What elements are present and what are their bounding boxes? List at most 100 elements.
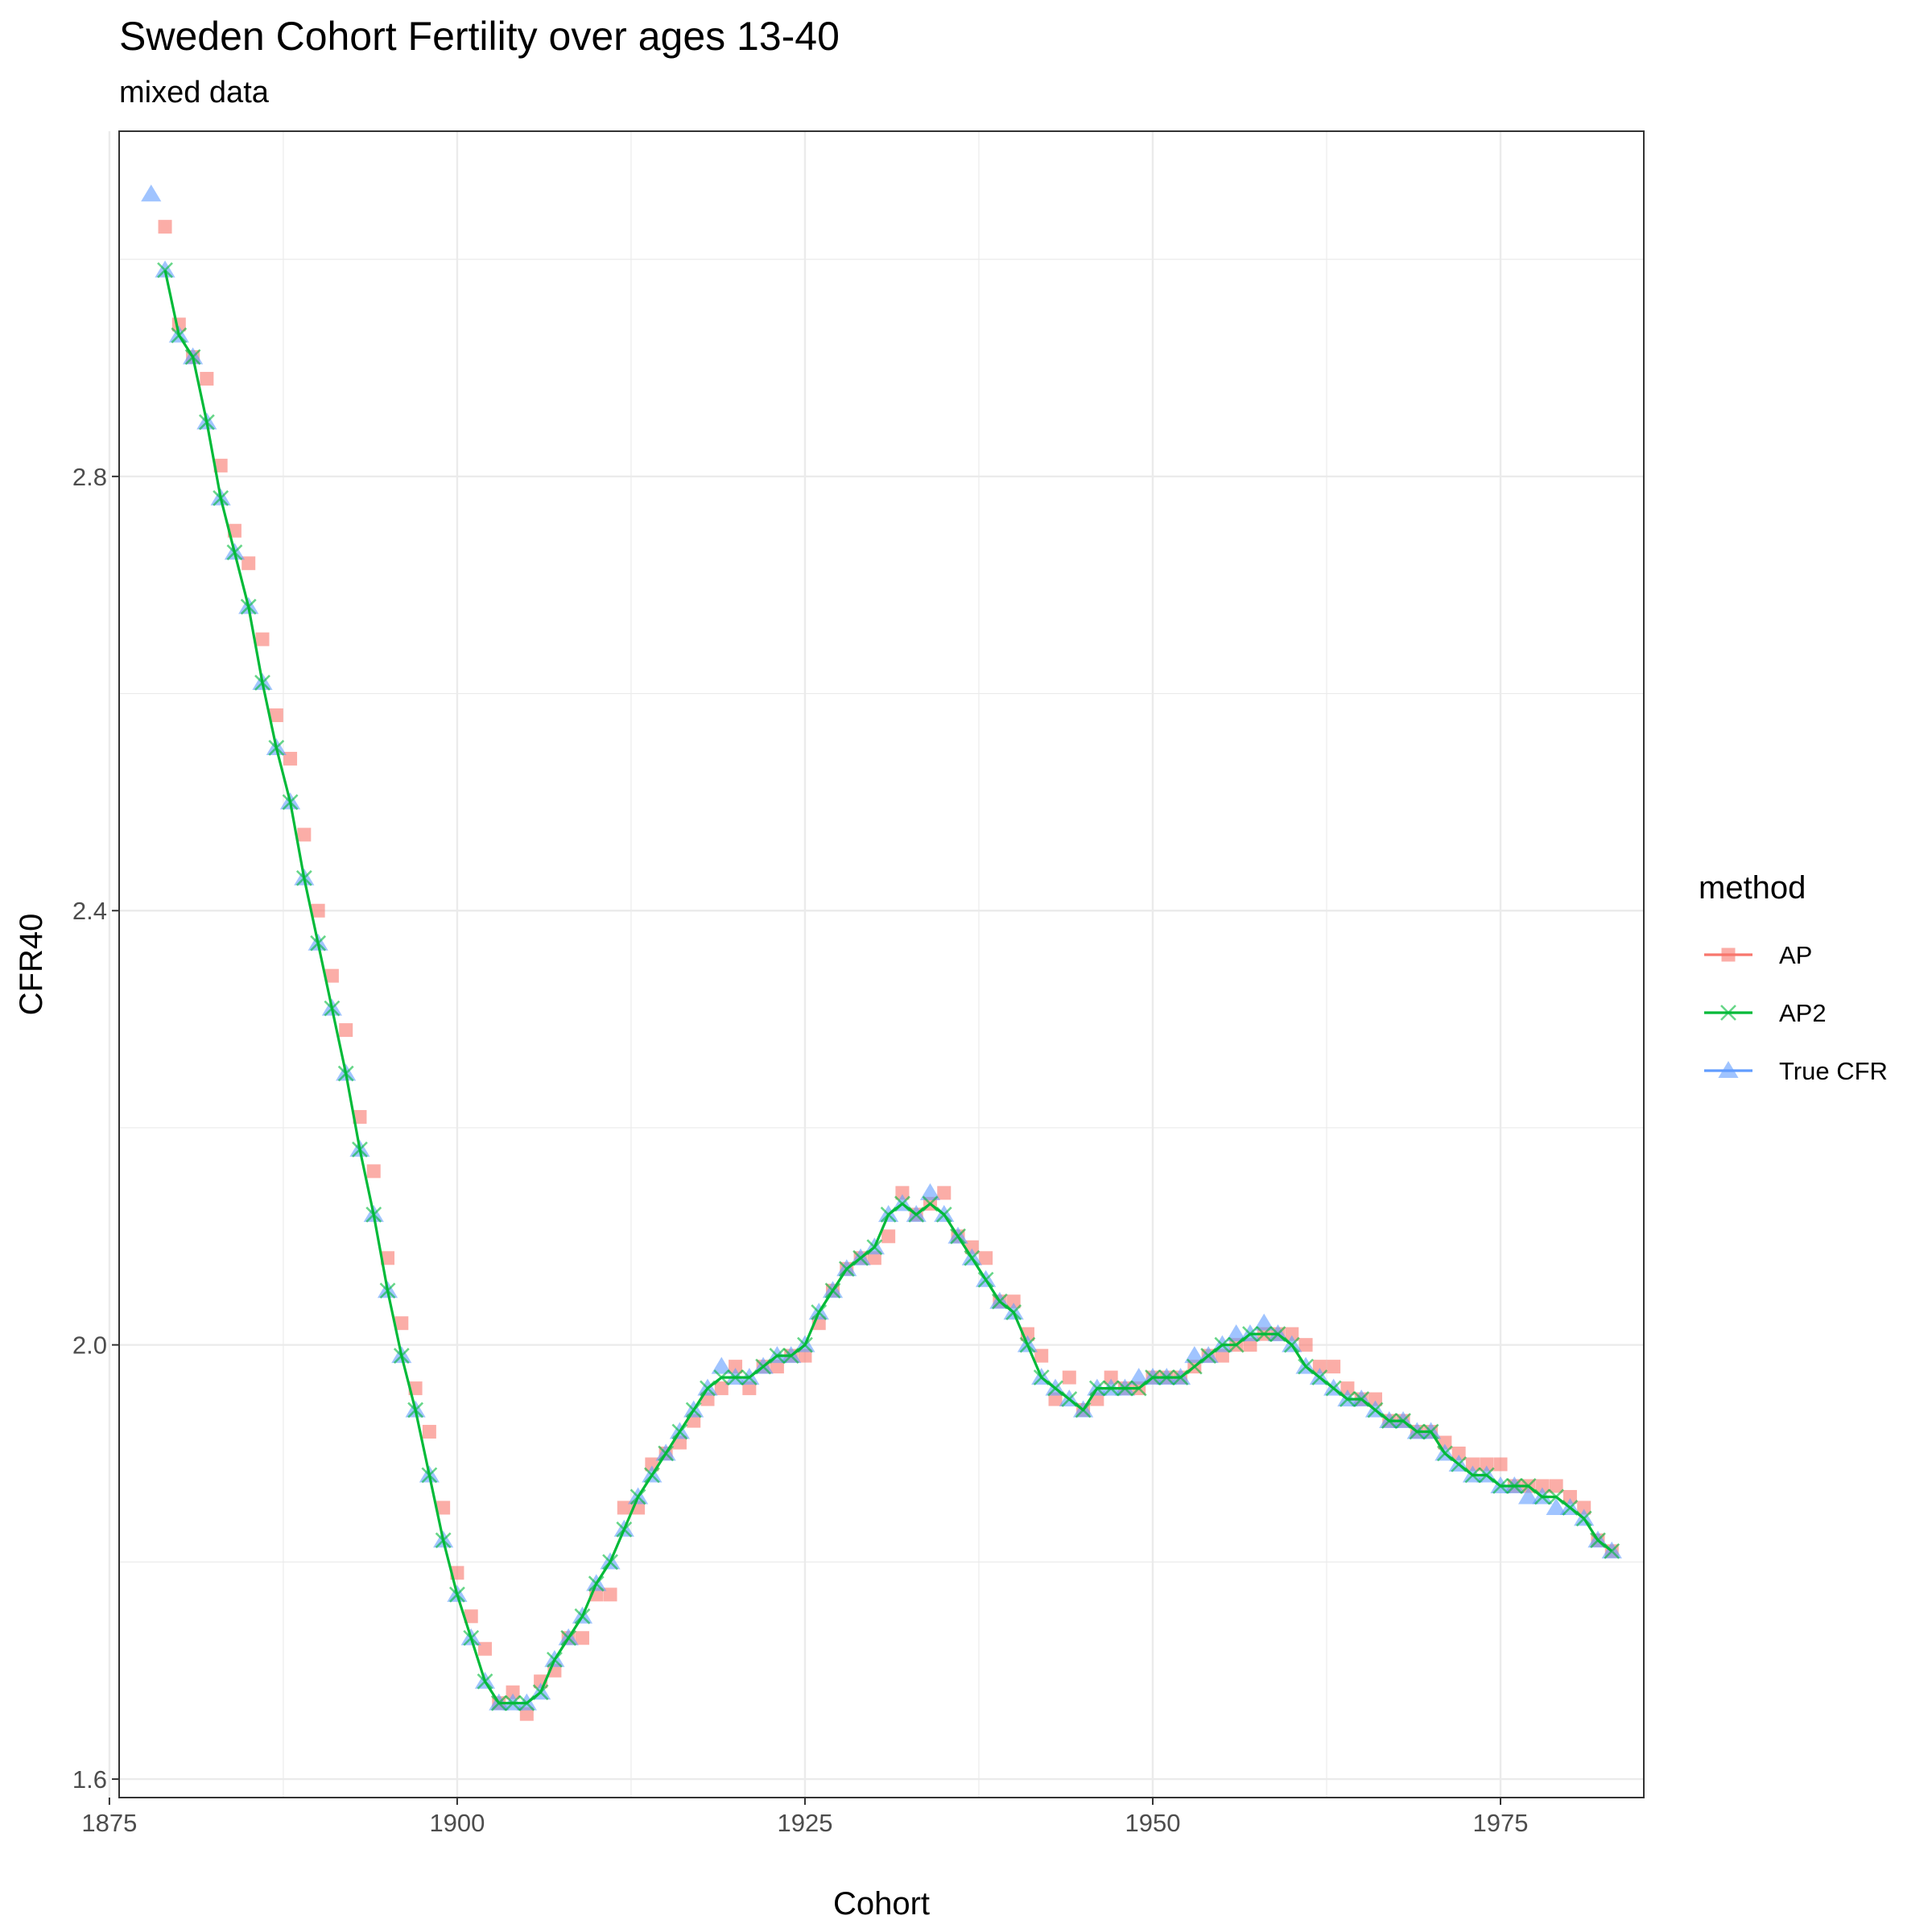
ap2-point: [1145, 1369, 1161, 1386]
ap2-point: [1228, 1336, 1245, 1353]
ap2-point: [1381, 1413, 1397, 1429]
ap-point: [979, 1251, 993, 1265]
ap-point: [1062, 1370, 1076, 1385]
ap-point: [464, 1609, 478, 1624]
ap-point: [283, 751, 298, 766]
ap2-point: [922, 1195, 939, 1212]
ap-point: [742, 1381, 757, 1396]
ap2-point: [1409, 1423, 1426, 1440]
ap-point: [1104, 1370, 1118, 1385]
ap2-point: [1464, 1467, 1481, 1484]
ap2-point: [769, 1348, 786, 1364]
ap2-point: [1172, 1369, 1189, 1386]
ap2-point: [1534, 1488, 1550, 1505]
ap-point: [1048, 1392, 1063, 1406]
ap-point: [1298, 1338, 1313, 1352]
ap-point: [200, 371, 214, 386]
ap2-point: [630, 1488, 646, 1505]
ap2-point: [1436, 1445, 1453, 1462]
ap2-point: [1548, 1488, 1565, 1505]
ap-point: [895, 1186, 910, 1200]
grid-major: [108, 131, 1644, 1798]
ap-point: [937, 1186, 952, 1200]
ap2-point: [352, 1141, 368, 1158]
ap2-point: [1339, 1391, 1356, 1408]
ap-point: [394, 1316, 409, 1331]
ap2-point: [1520, 1478, 1537, 1494]
y-tick-label: 2.8: [72, 463, 107, 491]
ap2-point: [407, 1402, 424, 1418]
ap2-point: [198, 414, 215, 431]
ap2-point: [1422, 1423, 1439, 1440]
ap2-point: [310, 935, 327, 952]
plot-border: [118, 130, 1645, 1798]
y-axis-title: CFR40: [14, 914, 49, 1016]
ap2-point: [643, 1467, 660, 1484]
legend-key: True CFR: [1704, 1057, 1888, 1085]
ap2-point: [658, 1445, 675, 1462]
x-tick-label: 1975: [1473, 1809, 1529, 1837]
ap2-point: [588, 1575, 605, 1592]
ap2-point: [240, 598, 257, 615]
ap-point: [1285, 1327, 1299, 1341]
ap2-point: [1562, 1500, 1579, 1516]
legend-key-marker: [1720, 1005, 1736, 1021]
ap2-point: [268, 740, 285, 756]
ap2-point: [184, 349, 201, 365]
true-cfr-point: [1253, 1313, 1274, 1331]
legend-label: True CFR: [1779, 1057, 1888, 1085]
ap2-point: [1506, 1478, 1523, 1494]
x-tick-label: 1875: [81, 1809, 137, 1837]
true-cfr-point: [1184, 1346, 1205, 1364]
ap2-point: [1061, 1391, 1078, 1408]
ap2-point: [1075, 1402, 1092, 1418]
x-axis: 1875 1900 1925 1950 1975: [81, 1798, 1528, 1837]
ap2-point: [838, 1261, 855, 1278]
ap-point: [1563, 1489, 1577, 1504]
ap-point: [770, 1360, 784, 1374]
ap-point: [436, 1501, 451, 1515]
ap2-point: [463, 1629, 480, 1646]
ap2-point: [449, 1586, 465, 1603]
ap2-point: [1325, 1380, 1342, 1397]
ap-point: [477, 1641, 492, 1656]
ap2-point: [1298, 1358, 1314, 1375]
ap2-point: [755, 1358, 772, 1375]
plot-background: [119, 131, 1644, 1798]
ap2-point: [894, 1195, 910, 1212]
ap2-point: [171, 327, 188, 344]
ap-point: [1243, 1338, 1257, 1352]
series-layer: [141, 184, 1622, 1721]
ap2-point: [1033, 1369, 1050, 1386]
ap2-point: [1590, 1532, 1606, 1549]
ap-point: [269, 708, 283, 723]
legend-key: AP2: [1704, 999, 1827, 1027]
legend-key-marker: [1721, 947, 1736, 962]
legend: method AP AP2 True CFR: [1699, 870, 1888, 1085]
ap-point: [603, 1587, 617, 1602]
ap2-point: [852, 1249, 869, 1266]
true-cfr-point: [919, 1183, 941, 1200]
x-tick-label: 1925: [777, 1809, 832, 1837]
ap-point: [575, 1631, 589, 1645]
ap2-point: [157, 262, 173, 279]
ap2-point: [337, 1065, 354, 1082]
ap-point: [617, 1501, 631, 1515]
ap-point: [1451, 1447, 1466, 1461]
ap2-point: [435, 1532, 452, 1549]
ap2-point: [324, 1000, 341, 1017]
ap-point: [353, 1109, 367, 1124]
true-cfr-point: [1226, 1324, 1247, 1342]
series-ap2: [157, 262, 1620, 1711]
ap2-point: [991, 1293, 1008, 1310]
ap-point: [366, 1164, 381, 1179]
ap2-point: [1395, 1413, 1411, 1429]
grid-minor: [119, 131, 1644, 1798]
ap2-point: [950, 1228, 966, 1245]
ap-point: [506, 1685, 520, 1699]
ap-point: [1480, 1457, 1494, 1472]
ap2-point: [574, 1608, 591, 1624]
ap2-point: [365, 1206, 382, 1223]
ap-point: [339, 1023, 353, 1038]
ap2-point: [295, 869, 312, 886]
